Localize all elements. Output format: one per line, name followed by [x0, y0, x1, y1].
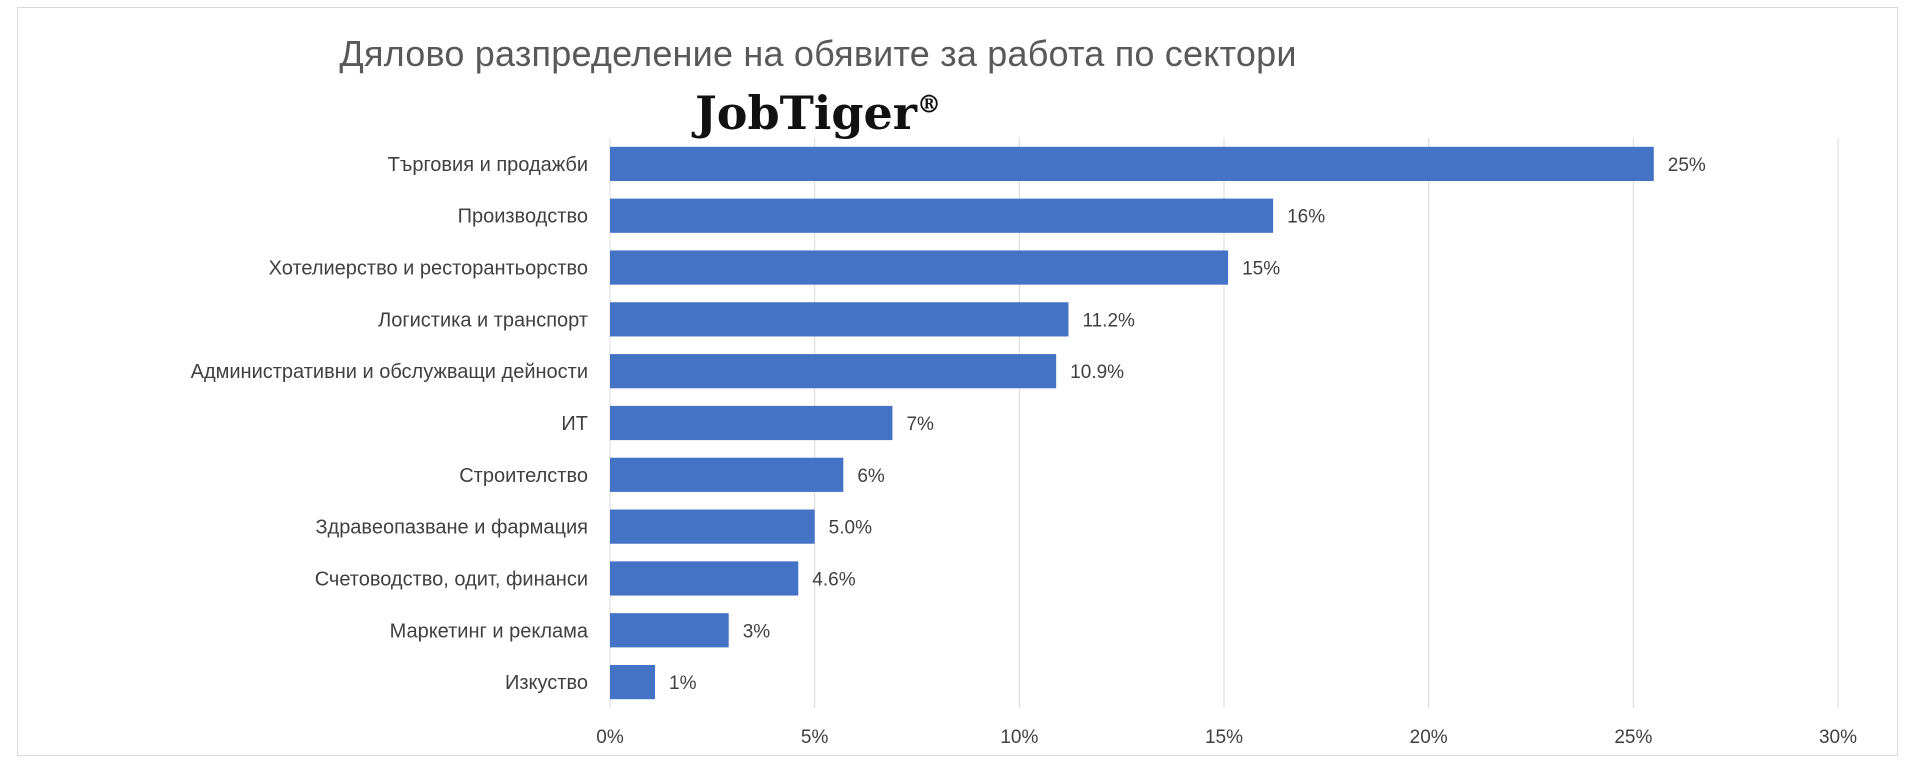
x-tick-label: 0% — [596, 727, 624, 748]
data-label: 10.9% — [1070, 362, 1124, 383]
data-label: 11.2% — [1082, 310, 1135, 331]
x-tick-label: 20% — [1410, 727, 1448, 748]
bar — [610, 250, 1229, 285]
bars — [610, 146, 1654, 700]
bar — [610, 405, 893, 441]
category-label: ИТ — [561, 413, 588, 435]
category-label: Административни и обслужващи дейности — [191, 361, 588, 383]
jobtiger-logo: JobTiger® — [18, 86, 1618, 140]
category-label: Хотелиерство и ресторантьорство — [269, 258, 588, 280]
data-label: 1% — [669, 673, 697, 694]
category-label: Здравеопазване и фармация — [315, 517, 588, 539]
x-tick-label: 5% — [801, 727, 829, 748]
data-label: 6% — [857, 466, 885, 487]
logo-text: JobTiger — [695, 86, 917, 140]
category-label: Строителство — [459, 465, 588, 487]
chart-title: Дялово разпределение на обявите за работ… — [339, 33, 1297, 74]
bar — [610, 354, 1057, 389]
x-tick-label: 10% — [1000, 727, 1038, 748]
category-label: Счетоводство, одит, финанси — [315, 568, 588, 590]
bar — [610, 457, 844, 492]
data-label: 7% — [906, 414, 934, 435]
registered-mark: ® — [916, 89, 941, 119]
x-tick-label: 25% — [1614, 727, 1652, 748]
bar — [610, 561, 799, 596]
data-label: 3% — [743, 621, 771, 642]
bar — [610, 198, 1274, 233]
category-label: Логистика и транспорт — [378, 309, 588, 331]
category-label: Изкуство — [505, 672, 588, 694]
category-label: Търговия и продажби — [388, 154, 588, 176]
data-label: 25% — [1668, 155, 1706, 176]
data-label: 5.0% — [829, 518, 872, 539]
data-label: 4.6% — [812, 569, 855, 590]
bar — [610, 302, 1069, 337]
bar — [610, 146, 1654, 182]
labels: 0% 5% 10% 15% 20% 25% 30% Търговия и продажби 25… — [191, 154, 1857, 748]
bar — [610, 509, 815, 544]
bar — [610, 613, 729, 648]
data-label: 16% — [1287, 207, 1325, 228]
data-label: 15% — [1242, 259, 1280, 280]
x-tick-label: 15% — [1205, 727, 1243, 748]
bar — [610, 664, 656, 700]
category-label: Производство — [458, 206, 588, 228]
x-tick-label: 30% — [1819, 727, 1857, 748]
category-label: Маркетинг и реклама — [390, 620, 589, 642]
